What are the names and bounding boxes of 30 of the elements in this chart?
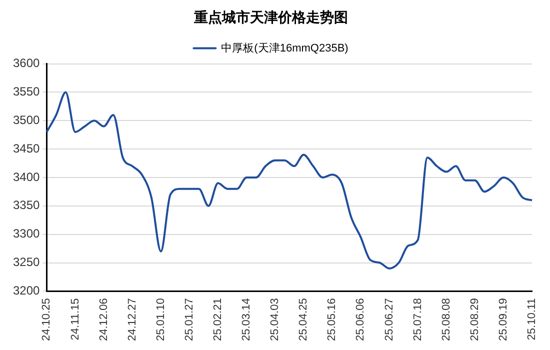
y-tick-label: 3350 (12, 198, 40, 212)
x-tick-label: 25.08.29 (468, 298, 481, 342)
x-tick-label: 25.01.10 (154, 298, 167, 342)
x-tick-label: 25.07.18 (412, 298, 424, 342)
x-tick-label: 25.03.14 (240, 298, 253, 342)
y-tick-label: 3250 (12, 255, 40, 270)
x-tick-label: 25.01.27 (183, 298, 196, 342)
x-tick-label: 24.11.15 (69, 298, 82, 340)
x-tick-label: 25.05.16 (326, 298, 338, 342)
x-tick-label: 24.12.06 (98, 298, 110, 342)
x-tick-label: 24.10.25 (40, 298, 53, 342)
x-tick-label: 25.04.03 (269, 298, 282, 342)
legend-label: 中厚板(天津16mmQ235B) (221, 41, 348, 54)
x-tick-label: 24.12.27 (126, 298, 138, 342)
x-tick-label: 25.02.21 (212, 298, 224, 342)
line-series (46, 91, 533, 270)
x-tick-label: 25.04.25 (298, 298, 310, 342)
y-tick-label: 3550 (12, 84, 40, 99)
x-tick-label: 25.06.06 (354, 298, 367, 342)
y-tick-label: 3400 (12, 170, 40, 184)
x-tick-label: 25.08.08 (440, 298, 452, 342)
y-tick-label: 3500 (12, 112, 40, 127)
x-tick-label: 25.06.27 (383, 298, 396, 342)
x-tick-label: 25.10.11 (526, 298, 538, 340)
chart-title: 重点城市天津价格走势图 (193, 9, 348, 26)
y-tick-label: 3450 (12, 141, 40, 156)
y-tick-label: 3600 (12, 56, 40, 70)
x-tick-label: 25.09.19 (497, 298, 510, 342)
y-tick-label: 3300 (12, 226, 40, 241)
y-tick-label: 3200 (12, 283, 40, 298)
